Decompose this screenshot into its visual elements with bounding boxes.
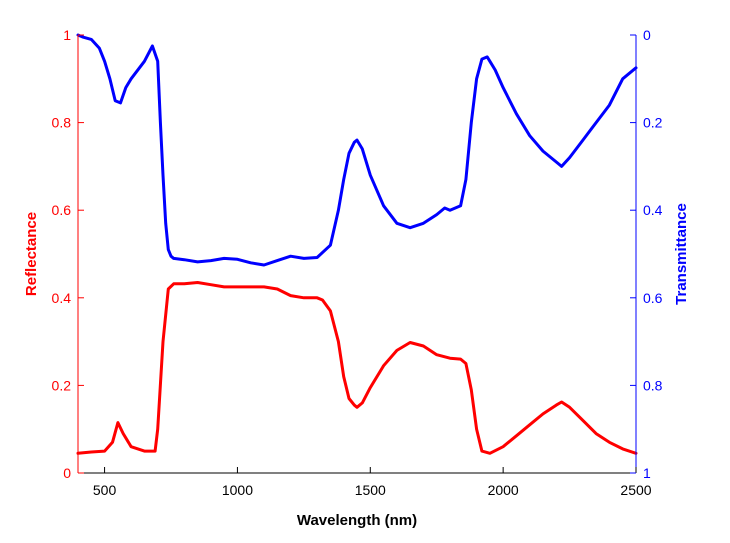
y-right-axis-title: Transmittance <box>673 203 690 305</box>
y-left-tick-label: 0.6 <box>52 202 72 218</box>
y-right-tick-label: 0.8 <box>643 377 663 393</box>
x-tick-label: 1500 <box>355 482 386 498</box>
x-tick-label: 2000 <box>488 482 519 498</box>
y-right-tick-label: 0 <box>643 27 651 43</box>
y-left-tick-label: 0.2 <box>52 377 72 393</box>
y-right-tick-label: 0.6 <box>643 290 663 306</box>
x-tick-label: 2500 <box>620 482 651 498</box>
y-right-tick-label: 0.4 <box>643 202 663 218</box>
y-left-tick-label: 0.8 <box>52 115 72 131</box>
series-layer <box>76 33 638 455</box>
transmittance-series-line <box>76 33 638 267</box>
y-right-tick-label: 0.2 <box>643 115 663 131</box>
axes-layer: 500 1000 1500 2000 2500 0 0.2 0.4 0.6 0.8 1 0 0.2 0.4… <box>52 27 663 498</box>
y-left-tick-label: 0.4 <box>52 290 72 306</box>
x-tick-label: 500 <box>93 482 117 498</box>
y-left-tick-label: 1 <box>63 27 71 43</box>
x-tick-label: 1000 <box>222 482 253 498</box>
reflectance-series-line <box>76 281 638 455</box>
y-left-axis-title: Reflectance <box>23 212 40 296</box>
y-right-tick-label: 1 <box>643 465 651 481</box>
x-axis-title: Wavelength (nm) <box>297 512 417 529</box>
y-left-tick-label: 0 <box>63 465 71 481</box>
